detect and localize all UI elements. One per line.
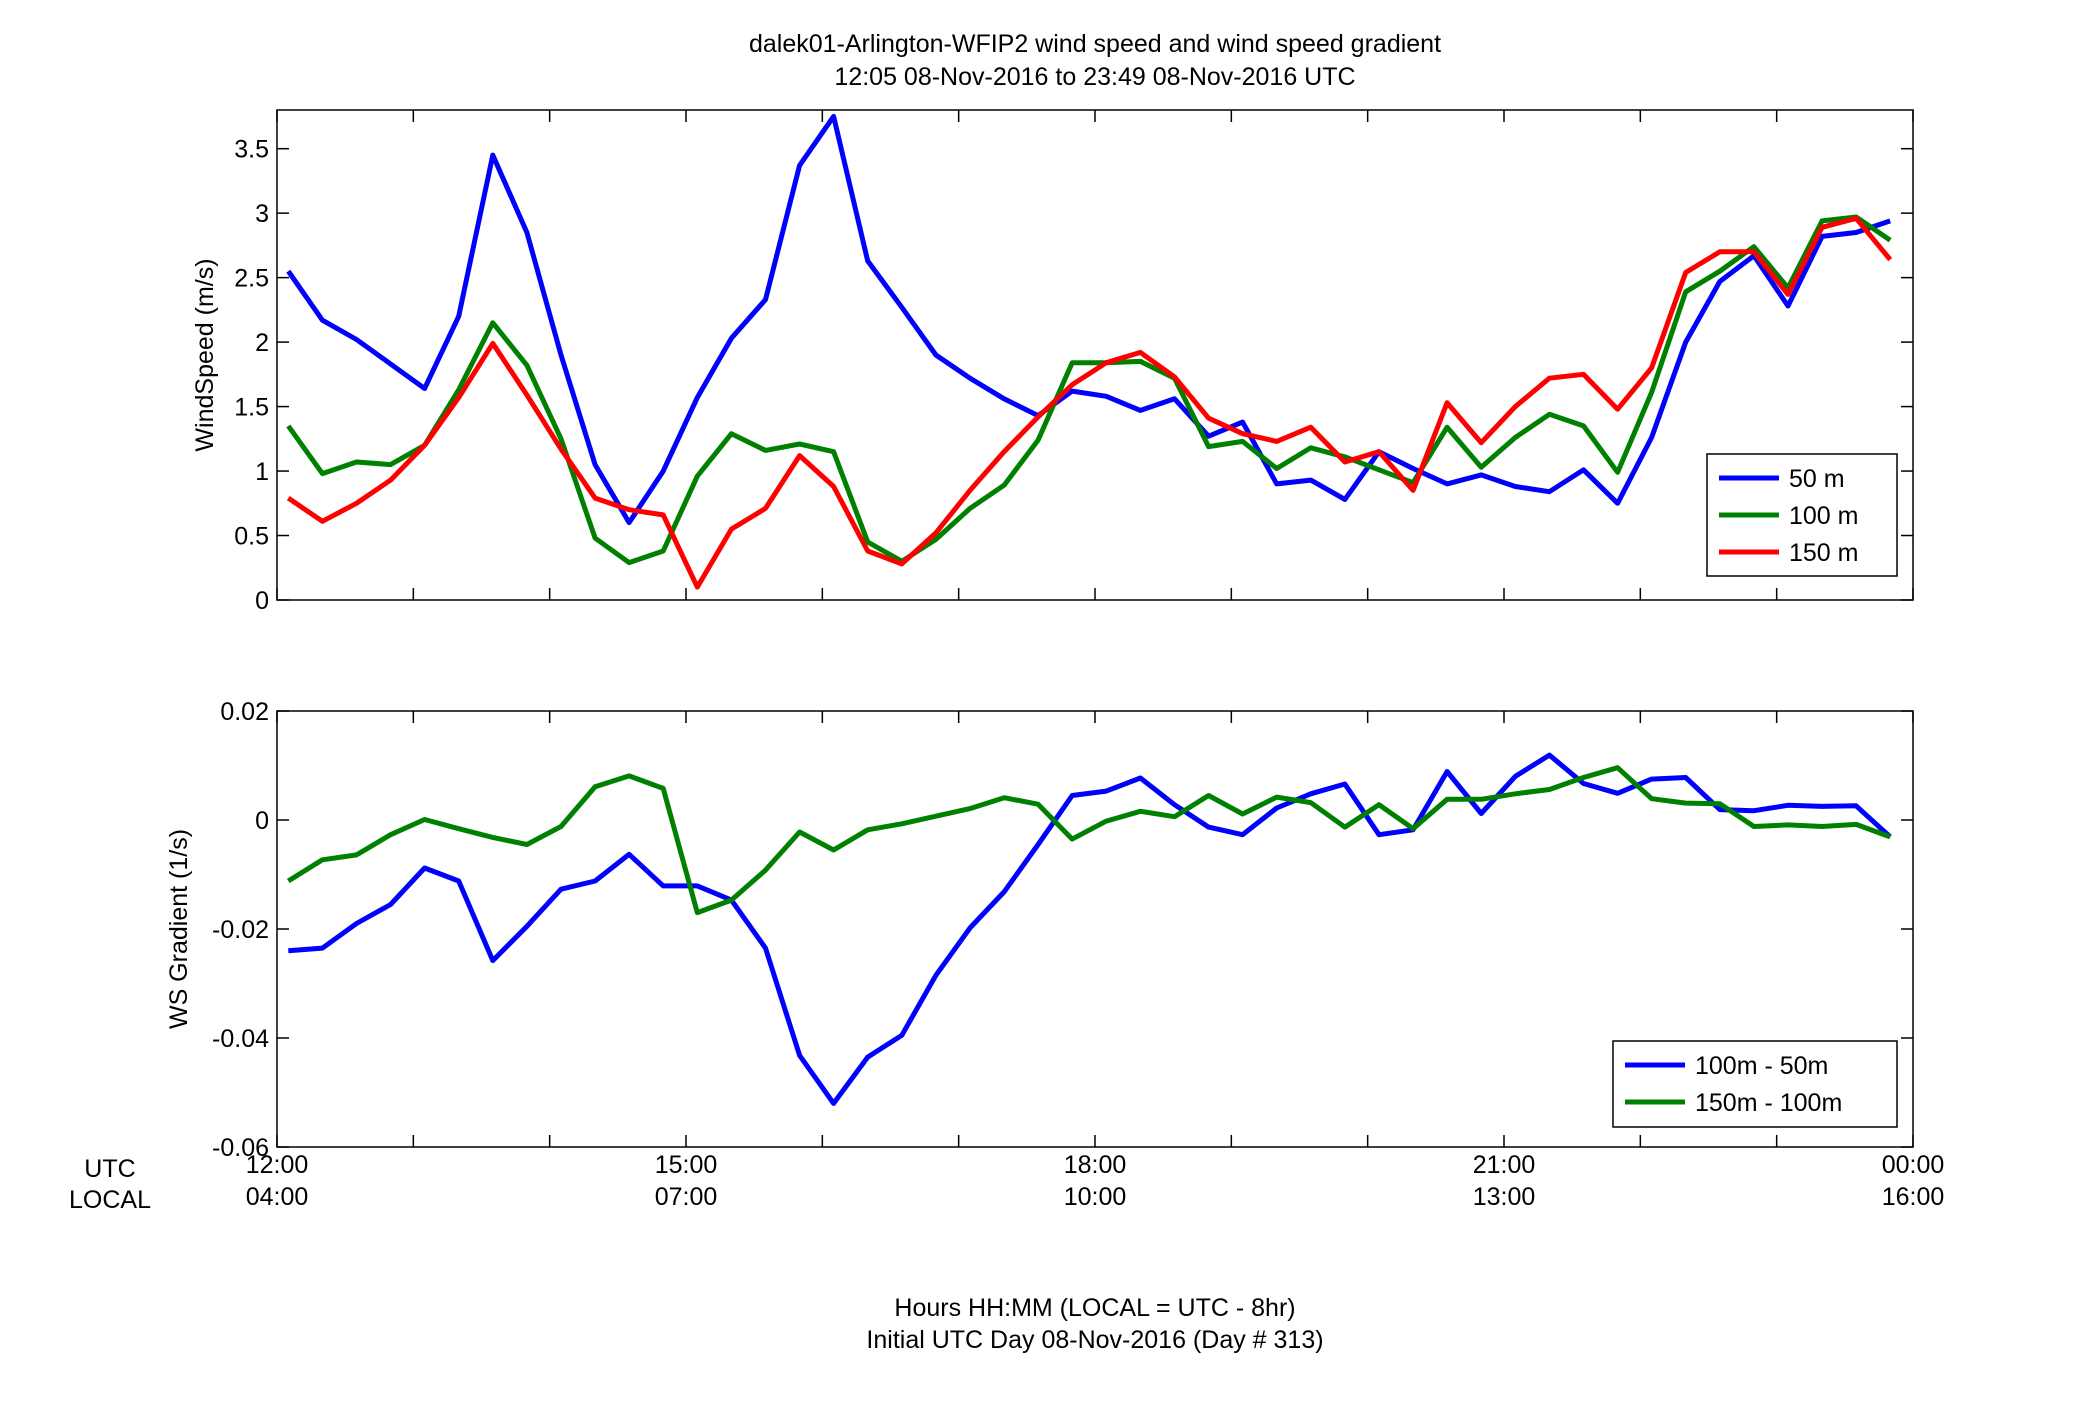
- legend-label: 150 m: [1789, 539, 1858, 567]
- x-axis-label: Hours HH:MM (LOCAL = UTC - 8hr): [894, 1294, 1295, 1322]
- windspeed-panel: 0 0.5 1 1.5 2 2.5 3 3.5 WindSpeed (m/s) 50 m 100…: [191, 109, 1914, 615]
- gradient-x-ticks: [276, 711, 1914, 1147]
- gradient-legend: 100m - 50m 150m - 100m: [1612, 1040, 1898, 1128]
- legend-box: [1612, 1040, 1898, 1128]
- y-tick-label: 1: [255, 458, 269, 486]
- gradient-panel: -0.06 -0.04 -0.02 0 0.02 WS Gradient (1/s) 1…: [165, 698, 1914, 1162]
- y-tick-label: 0.5: [234, 523, 269, 551]
- x-tick-label-local: 10:00: [1064, 1183, 1127, 1211]
- y-tick-label: 0.02: [220, 698, 269, 726]
- y-tick-label: 1.5: [234, 394, 269, 422]
- series-line: [288, 752, 1892, 1106]
- series-line: [286, 113, 1892, 526]
- x-tick-label-utc: 00:00: [1882, 1151, 1945, 1179]
- windspeed-y-axis-label: WindSpeed (m/s): [191, 258, 219, 451]
- windspeed-x-ticks: [276, 110, 1914, 600]
- x-tick-label-local: 16:00: [1882, 1183, 1945, 1211]
- x-tick-label-utc: 18:00: [1064, 1151, 1127, 1179]
- windspeed-plot-area: [277, 110, 1913, 600]
- y-tick-label: -0.02: [212, 916, 269, 944]
- x-tick-label-local: 04:00: [246, 1183, 309, 1211]
- series-line: [286, 215, 1893, 590]
- x-tick-label-local: 07:00: [655, 1183, 718, 1211]
- utc-row-label: UTC: [84, 1155, 135, 1183]
- x-tick-labels: 12:00 04:00 15:00 07:00 18:00 10:00 21:00 13:00…: [246, 1151, 1945, 1211]
- y-tick-label: 0: [255, 587, 269, 615]
- y-tick-label: 2.5: [234, 265, 269, 293]
- x-tick-label-utc: 15:00: [655, 1151, 718, 1179]
- series-line: [286, 765, 1892, 916]
- legend-label: 100m - 50m: [1695, 1052, 1828, 1080]
- local-row-label: LOCAL: [69, 1186, 151, 1214]
- windspeed-y-ticks: 0 0.5 1 1.5 2 2.5 3 3.5: [234, 136, 1913, 615]
- y-tick-label: 3.5: [234, 136, 269, 164]
- windspeed-lines: [286, 113, 1893, 590]
- x-axis-sublabel: Initial UTC Day 08-Nov-2016 (Day # 313): [866, 1326, 1323, 1354]
- legend-label: 150m - 100m: [1695, 1089, 1842, 1117]
- y-tick-label: 2: [255, 329, 269, 357]
- x-tick-label-utc: 12:00: [246, 1151, 309, 1179]
- y-tick-label: 3: [255, 200, 269, 228]
- legend-label: 100 m: [1789, 502, 1858, 530]
- y-tick-label: -0.06: [212, 1134, 269, 1162]
- chart-subtitle: 12:05 08-Nov-2016 to 23:49 08-Nov-2016 U…: [834, 63, 1355, 91]
- series-line: [286, 214, 1892, 566]
- legend-label: 50 m: [1789, 465, 1845, 493]
- y-tick-label: -0.04: [212, 1025, 269, 1053]
- x-tick-label-local: 13:00: [1473, 1183, 1536, 1211]
- gradient-y-ticks: -0.06 -0.04 -0.02 0 0.02: [212, 698, 1913, 1162]
- gradient-lines: [286, 752, 1892, 1106]
- x-tick-label-utc: 21:00: [1473, 1151, 1536, 1179]
- gradient-y-axis-label: WS Gradient (1/s): [165, 829, 193, 1029]
- windspeed-legend: 50 m 100 m 150 m: [1706, 453, 1898, 577]
- chart-title: dalek01-Arlington-WFIP2 wind speed and w…: [749, 30, 1441, 58]
- y-tick-label: 0: [255, 807, 269, 835]
